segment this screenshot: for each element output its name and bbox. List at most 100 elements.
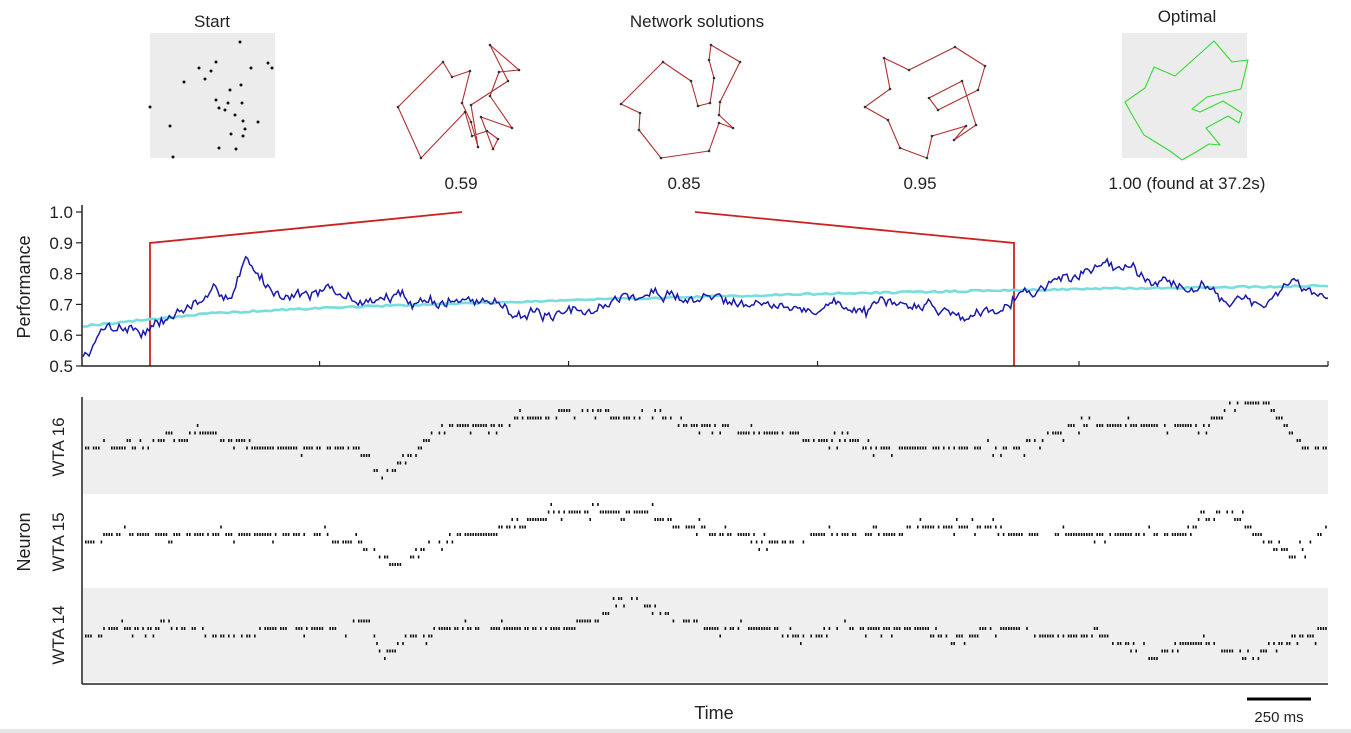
spike bbox=[1015, 627, 1018, 630]
spike bbox=[391, 649, 394, 653]
spike bbox=[428, 634, 430, 638]
spike bbox=[196, 533, 199, 536]
spike bbox=[1041, 634, 1044, 638]
y-axis-label: Performance bbox=[14, 235, 34, 338]
spike bbox=[862, 627, 864, 630]
spike bbox=[758, 627, 760, 630]
y-ticks: 0.5 0.6 0.7 0.8 0.9 1.0 bbox=[49, 203, 82, 376]
spike bbox=[204, 431, 207, 435]
spike bbox=[755, 540, 758, 544]
spike bbox=[1135, 533, 1137, 536]
spike bbox=[155, 533, 157, 536]
spike bbox=[1067, 424, 1070, 427]
spike bbox=[984, 627, 987, 630]
spike bbox=[329, 446, 331, 450]
spike bbox=[641, 510, 643, 514]
spike bbox=[932, 525, 935, 529]
spike bbox=[792, 540, 794, 544]
spike bbox=[111, 533, 113, 536]
spike bbox=[612, 510, 615, 514]
route-node bbox=[419, 156, 423, 160]
route-node bbox=[707, 149, 711, 153]
spike bbox=[836, 627, 838, 630]
spike bbox=[1153, 533, 1156, 536]
spike bbox=[1288, 555, 1291, 559]
spike bbox=[475, 424, 477, 427]
spike bbox=[1117, 642, 1119, 645]
spike bbox=[592, 409, 594, 412]
spike bbox=[516, 416, 519, 420]
spike bbox=[259, 446, 261, 450]
spike bbox=[805, 439, 807, 442]
spike bbox=[1114, 533, 1117, 536]
spike bbox=[142, 627, 144, 630]
route-node bbox=[882, 56, 886, 60]
spike bbox=[594, 416, 597, 420]
route-node bbox=[689, 79, 693, 83]
spike bbox=[1278, 642, 1280, 645]
spike bbox=[966, 446, 968, 450]
spike bbox=[467, 424, 469, 427]
optimal-route bbox=[1124, 40, 1249, 161]
spike bbox=[220, 634, 222, 638]
route-node bbox=[491, 147, 495, 151]
spike bbox=[662, 518, 664, 521]
spike bbox=[605, 409, 607, 412]
spike bbox=[1047, 634, 1049, 638]
spike bbox=[831, 533, 833, 536]
spike bbox=[488, 533, 490, 536]
spike bbox=[1070, 424, 1072, 427]
spike bbox=[168, 619, 170, 623]
spike bbox=[919, 627, 922, 630]
spike bbox=[490, 533, 493, 536]
spike bbox=[568, 409, 571, 412]
spike bbox=[280, 627, 282, 630]
spike bbox=[560, 409, 563, 412]
spike bbox=[319, 446, 321, 450]
spike bbox=[532, 416, 534, 420]
spike bbox=[415, 548, 417, 551]
spike bbox=[1049, 634, 1052, 638]
spike bbox=[1000, 454, 1002, 457]
spike bbox=[147, 446, 149, 450]
spike bbox=[885, 627, 888, 630]
spike bbox=[160, 439, 162, 442]
spike bbox=[958, 446, 961, 450]
spike bbox=[269, 627, 272, 630]
route-node bbox=[506, 79, 510, 83]
spike bbox=[664, 612, 667, 615]
spike bbox=[337, 540, 339, 544]
spike bbox=[896, 627, 898, 630]
spike bbox=[1174, 642, 1176, 645]
spike bbox=[121, 619, 123, 623]
spike bbox=[841, 533, 844, 536]
spike bbox=[389, 649, 391, 653]
spike bbox=[732, 627, 734, 630]
spike bbox=[303, 533, 305, 536]
spike bbox=[763, 627, 766, 630]
spike bbox=[737, 627, 740, 630]
spike bbox=[90, 540, 92, 544]
spike bbox=[241, 439, 243, 442]
spike bbox=[950, 642, 953, 645]
spike bbox=[662, 416, 664, 420]
spike bbox=[711, 431, 714, 435]
spike bbox=[532, 518, 534, 521]
spike bbox=[456, 533, 459, 536]
spike bbox=[1062, 525, 1065, 529]
spike bbox=[807, 439, 810, 442]
spike bbox=[1135, 649, 1137, 653]
spike bbox=[547, 510, 550, 514]
route-node bbox=[863, 105, 867, 109]
route-node bbox=[696, 104, 700, 108]
spike bbox=[1278, 416, 1280, 420]
spike bbox=[1156, 533, 1158, 536]
spike bbox=[982, 627, 984, 630]
spike bbox=[633, 510, 636, 514]
spike bbox=[555, 416, 558, 420]
spike bbox=[883, 627, 885, 630]
spike bbox=[748, 627, 750, 630]
spike bbox=[1171, 533, 1174, 536]
spike bbox=[823, 533, 825, 536]
spike bbox=[854, 439, 857, 442]
